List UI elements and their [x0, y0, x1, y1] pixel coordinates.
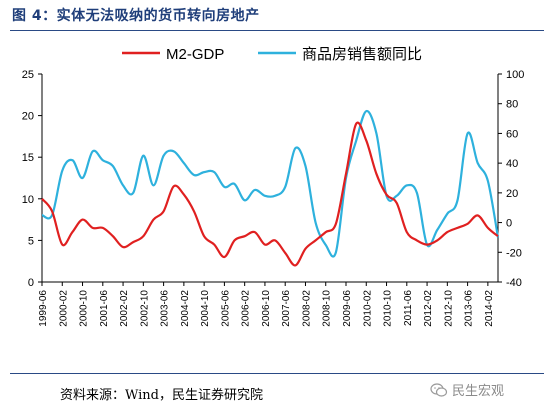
series-line-property-sales-yoy: [41, 109, 500, 258]
x-tick-label: 2009-06: [342, 290, 353, 327]
x-tick-label: 2000-02: [58, 290, 69, 327]
y-left-tick-label: 25: [22, 69, 34, 81]
x-tick-label: 2011-06: [403, 290, 414, 326]
watermark: 民生宏观: [430, 380, 504, 399]
x-tick-label: 2004-02: [180, 290, 191, 327]
x-tick-label: 1999-06: [38, 290, 49, 327]
chart-legend: M2-GDP 商品房销售额同比: [122, 46, 422, 63]
x-tick-label: 2012-02: [423, 290, 434, 327]
watermark-text: 民生宏观: [452, 384, 505, 399]
legend-item: M2-GDP: [122, 46, 224, 63]
x-tick-label: 2002-10: [139, 290, 150, 327]
y-right-tick-label: -20: [506, 247, 522, 259]
x-tick-label: 2014-02: [484, 290, 495, 327]
x-tick-label: 2003-06: [160, 290, 171, 327]
y-left-tick-label: 10: [22, 194, 34, 206]
y-right-tick-label: 80: [506, 99, 518, 111]
y-left-tick-label: 5: [28, 235, 34, 247]
x-tick-label: 2002-02: [119, 290, 130, 327]
y-right-tick-label: 100: [506, 69, 524, 81]
x-tick-label: 2010-02: [362, 290, 373, 327]
y-left-tick-label: 15: [22, 152, 34, 164]
x-tick-label: 2008-02: [301, 290, 312, 327]
y-right-tick-label: -40: [506, 277, 522, 289]
x-tick-label: 2006-10: [261, 290, 272, 327]
x-tick-label: 2008-10: [322, 290, 333, 327]
x-tick-label: 2012-10: [443, 290, 454, 327]
series-line-m2-gdp: [41, 121, 499, 267]
legend-label: 商品房销售额同比: [302, 46, 422, 63]
y-left-tick-label: 20: [22, 111, 34, 123]
top-rule: [10, 30, 544, 31]
source-note: 资料来源：Wind，民生证券研究院: [60, 388, 263, 403]
x-tick-label: 2005-06: [220, 290, 231, 327]
x-tick-label: 2000-10: [79, 290, 90, 327]
chart-series: [41, 109, 500, 267]
y-right-tick-label: 60: [506, 128, 518, 140]
y-right-tick-label: 20: [506, 188, 518, 200]
y-left-tick-label: 0: [28, 277, 34, 289]
bottom-rule: [10, 373, 544, 374]
legend-item: 商品房销售额同比: [258, 46, 422, 63]
wechat-icon: [430, 382, 448, 397]
x-tick-label: 2001-06: [99, 290, 110, 327]
x-tick-label: 2006-02: [241, 290, 252, 327]
x-tick-label: 2010-10: [383, 290, 394, 327]
y-right-tick-label: 0: [506, 218, 512, 230]
y-right-tick-label: 40: [506, 158, 518, 170]
figure-caption: 图 4：实体无法吸纳的货币转向房地产: [12, 8, 260, 24]
x-tick-label: 2004-10: [200, 290, 211, 327]
chart-axes: 0 5 10 15 20 25 -40 -20 0 20 40 60 80 100 1999-06 2000-…: [22, 69, 525, 327]
legend-label: M2-GDP: [166, 46, 224, 63]
x-tick-label: 2007-06: [281, 290, 292, 327]
x-tick-label: 2013-06: [464, 290, 475, 327]
